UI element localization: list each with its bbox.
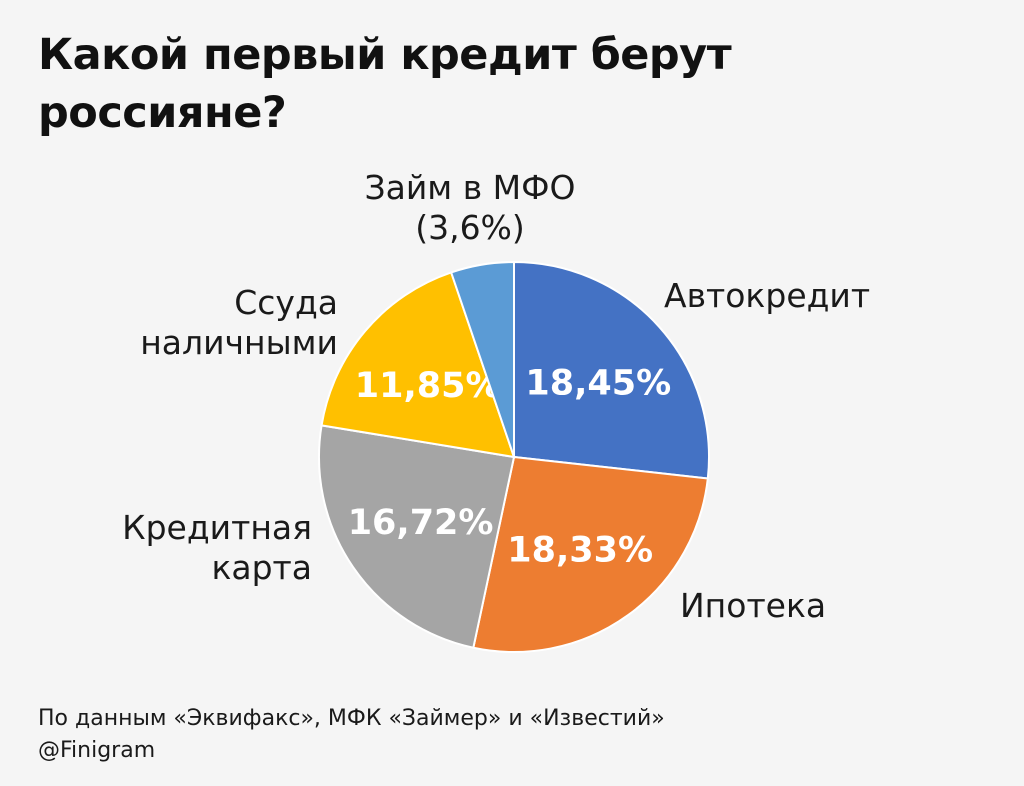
data-label-credit-card: 16,72% [348, 503, 494, 543]
footer: По данным «Эквифакс», МФК «Займер» и «Из… [38, 703, 665, 767]
label-cash-loan: Ссуда наличными [140, 283, 338, 362]
author-handle: @Finigram [38, 738, 156, 763]
label-autocredit: Автокредит [664, 276, 871, 315]
data-label-mortgage: 18,33% [507, 531, 653, 571]
pie-slice-mortgage [472, 455, 709, 653]
label-credit-card: Кредитная карта [122, 508, 312, 587]
source-note: По данным «Эквифакс», МФК «Займер» и «Из… [38, 706, 665, 731]
pie-slice-credit-card [318, 424, 516, 649]
data-label-autocredit: 18,45% [525, 364, 671, 404]
page-title: Какой первый кредит берут россияне? [38, 30, 732, 138]
pie-slice-mfo-loan [449, 260, 515, 458]
label-mfo-loan: Займ в МФО (3,6%) [364, 168, 576, 247]
data-label-cash-loan: 11,85% [355, 366, 501, 406]
pie-slice-autocredit [513, 260, 710, 480]
label-mortgage: Ипотека [680, 586, 827, 625]
